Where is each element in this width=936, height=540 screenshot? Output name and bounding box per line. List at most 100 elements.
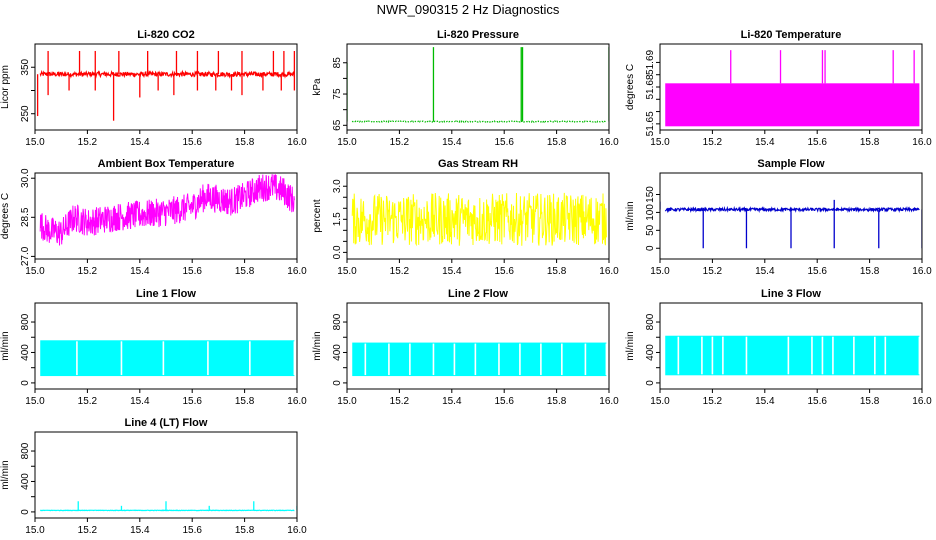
band-gap: [293, 341, 296, 376]
x-tick-label: 15.6: [182, 266, 202, 277]
x-tick-label: 15.2: [703, 137, 723, 148]
x-tick-label: 16.0: [287, 266, 307, 277]
band-gap: [249, 341, 251, 376]
y-tick-label: 400: [645, 344, 656, 361]
y-tick-label: 800: [20, 442, 31, 459]
panel-title: Li-820 Pressure: [437, 29, 519, 41]
x-tick-label: 15.4: [130, 525, 150, 536]
x-tick-label: 15.2: [78, 137, 98, 148]
plot-frame: [34, 302, 298, 390]
x-tick-label: 15.8: [860, 396, 880, 407]
panel-title: Line 4 (LT) Flow: [125, 417, 208, 429]
plot-frame: [34, 431, 298, 519]
x-tick-label: 15.0: [337, 266, 357, 277]
band-gap: [120, 341, 123, 376]
series-band: [665, 335, 920, 376]
plot-frame: [34, 43, 298, 131]
y-axis-label: ml/min: [625, 201, 636, 230]
x-tick-label: 16.0: [599, 137, 619, 148]
panel-3: Li-820 Temperature degrees C 15.0 15.2 15.4 1…: [625, 29, 932, 148]
panel-7: Line 1 Flow ml/min 15.0 15.2 15.4 15.6 15.8 16.…: [0, 288, 307, 407]
panel-8: Line 2 Flow ml/min 15.0 15.2 15.4 15.6 15.8 16.…: [312, 288, 619, 407]
x-tick-label: 15.8: [860, 137, 880, 148]
y-tick-label: 800: [20, 313, 31, 330]
panel-title: Line 3 Flow: [761, 288, 821, 300]
y-tick-label: 400: [20, 344, 31, 361]
x-tick-label: 15.8: [547, 137, 567, 148]
band-gap: [432, 343, 435, 376]
panel-5: Gas Stream RH percent 15.0 15.2 15.4 15.6 15.8…: [312, 158, 619, 277]
x-tick-label: 15.8: [860, 266, 880, 277]
band-gap: [409, 343, 411, 376]
x-tick-label: 15.6: [182, 137, 202, 148]
panel-2: Li-820 Pressure kPa 15.0 15.2 15.4 15.6 15.8 16…: [312, 29, 619, 148]
figure-title: NWR_090315 2 Hz Diagnostics: [377, 2, 560, 17]
x-tick-label: 15.0: [25, 137, 45, 148]
x-tick-label: 15.0: [337, 396, 357, 407]
y-tick-label: 50: [645, 224, 656, 236]
band-gap: [722, 336, 724, 375]
x-tick-label: 15.4: [130, 396, 150, 407]
series-li-820-co2: [36, 50, 296, 121]
series-li-820-pressure: [347, 47, 609, 124]
x-tick-label: 16.0: [599, 266, 619, 277]
y-tick-label: 400: [332, 344, 343, 361]
y-tick-label: 400: [20, 473, 31, 490]
y-axis-label: degrees C: [625, 64, 636, 110]
y-tick-label: 75: [332, 88, 343, 100]
band-gap: [584, 343, 587, 376]
series-line: [39, 69, 295, 79]
band-gap: [498, 343, 500, 376]
series-line-2-flow: [352, 342, 608, 377]
y-tick-label: 0: [645, 380, 656, 386]
band-gap: [519, 343, 521, 376]
band-gap: [364, 343, 367, 376]
panel-title: Li-820 CO2: [137, 29, 194, 41]
band-gap: [453, 343, 456, 376]
plot-frame: [346, 302, 610, 390]
x-tick-label: 15.2: [703, 266, 723, 277]
series-band: [352, 342, 607, 377]
series-gas-stream-rh: [351, 192, 607, 247]
y-tick-label: 800: [645, 313, 656, 330]
series-sample-flow: [660, 199, 922, 249]
band-gap: [76, 341, 78, 376]
band-gap: [787, 336, 790, 375]
series-line: [664, 205, 920, 214]
x-tick-label: 15.0: [25, 396, 45, 407]
band-gap: [711, 336, 714, 375]
y-axis-label: Licor ppm: [0, 65, 11, 109]
y-tick-label: 100: [645, 204, 656, 221]
y-tick-label: 0: [332, 380, 343, 386]
panel-9: Line 3 Flow ml/min 15.0 15.2 15.4 15.6 15.8 16.…: [625, 288, 932, 407]
x-tick-label: 15.0: [337, 137, 357, 148]
x-tick-label: 15.6: [494, 266, 514, 277]
y-tick-label: 51.69: [645, 49, 656, 74]
x-tick-label: 15.6: [182, 396, 202, 407]
y-tick-label: 0: [20, 509, 31, 515]
series-block: [665, 83, 920, 127]
series-line-1-flow: [40, 340, 296, 377]
band-gap: [605, 343, 608, 376]
x-tick-label: 15.6: [807, 266, 827, 277]
series-ambient-box-temperature: [39, 174, 295, 246]
x-tick-label: 15.8: [235, 396, 255, 407]
y-tick-label: 0: [20, 380, 31, 386]
panel-title: Gas Stream RH: [438, 158, 518, 170]
x-tick-label: 15.6: [807, 137, 827, 148]
x-tick-label: 15.2: [78, 525, 98, 536]
y-tick-label: 28.5: [20, 207, 31, 227]
plot-frame: [659, 302, 923, 390]
y-tick-label: 350: [20, 58, 31, 75]
x-tick-label: 16.0: [912, 137, 932, 148]
y-axis-label: ml/min: [312, 331, 323, 360]
y-tick-label: 150: [645, 186, 656, 203]
panel-10: Line 4 (LT) Flow ml/min 15.0 15.2 15.4 15.6 15…: [0, 417, 307, 536]
x-tick-label: 15.8: [235, 266, 255, 277]
x-tick-label: 15.4: [442, 266, 462, 277]
series-band: [40, 340, 295, 377]
panel-title: Ambient Box Temperature: [98, 158, 235, 170]
y-axis-label: ml/min: [0, 460, 11, 489]
